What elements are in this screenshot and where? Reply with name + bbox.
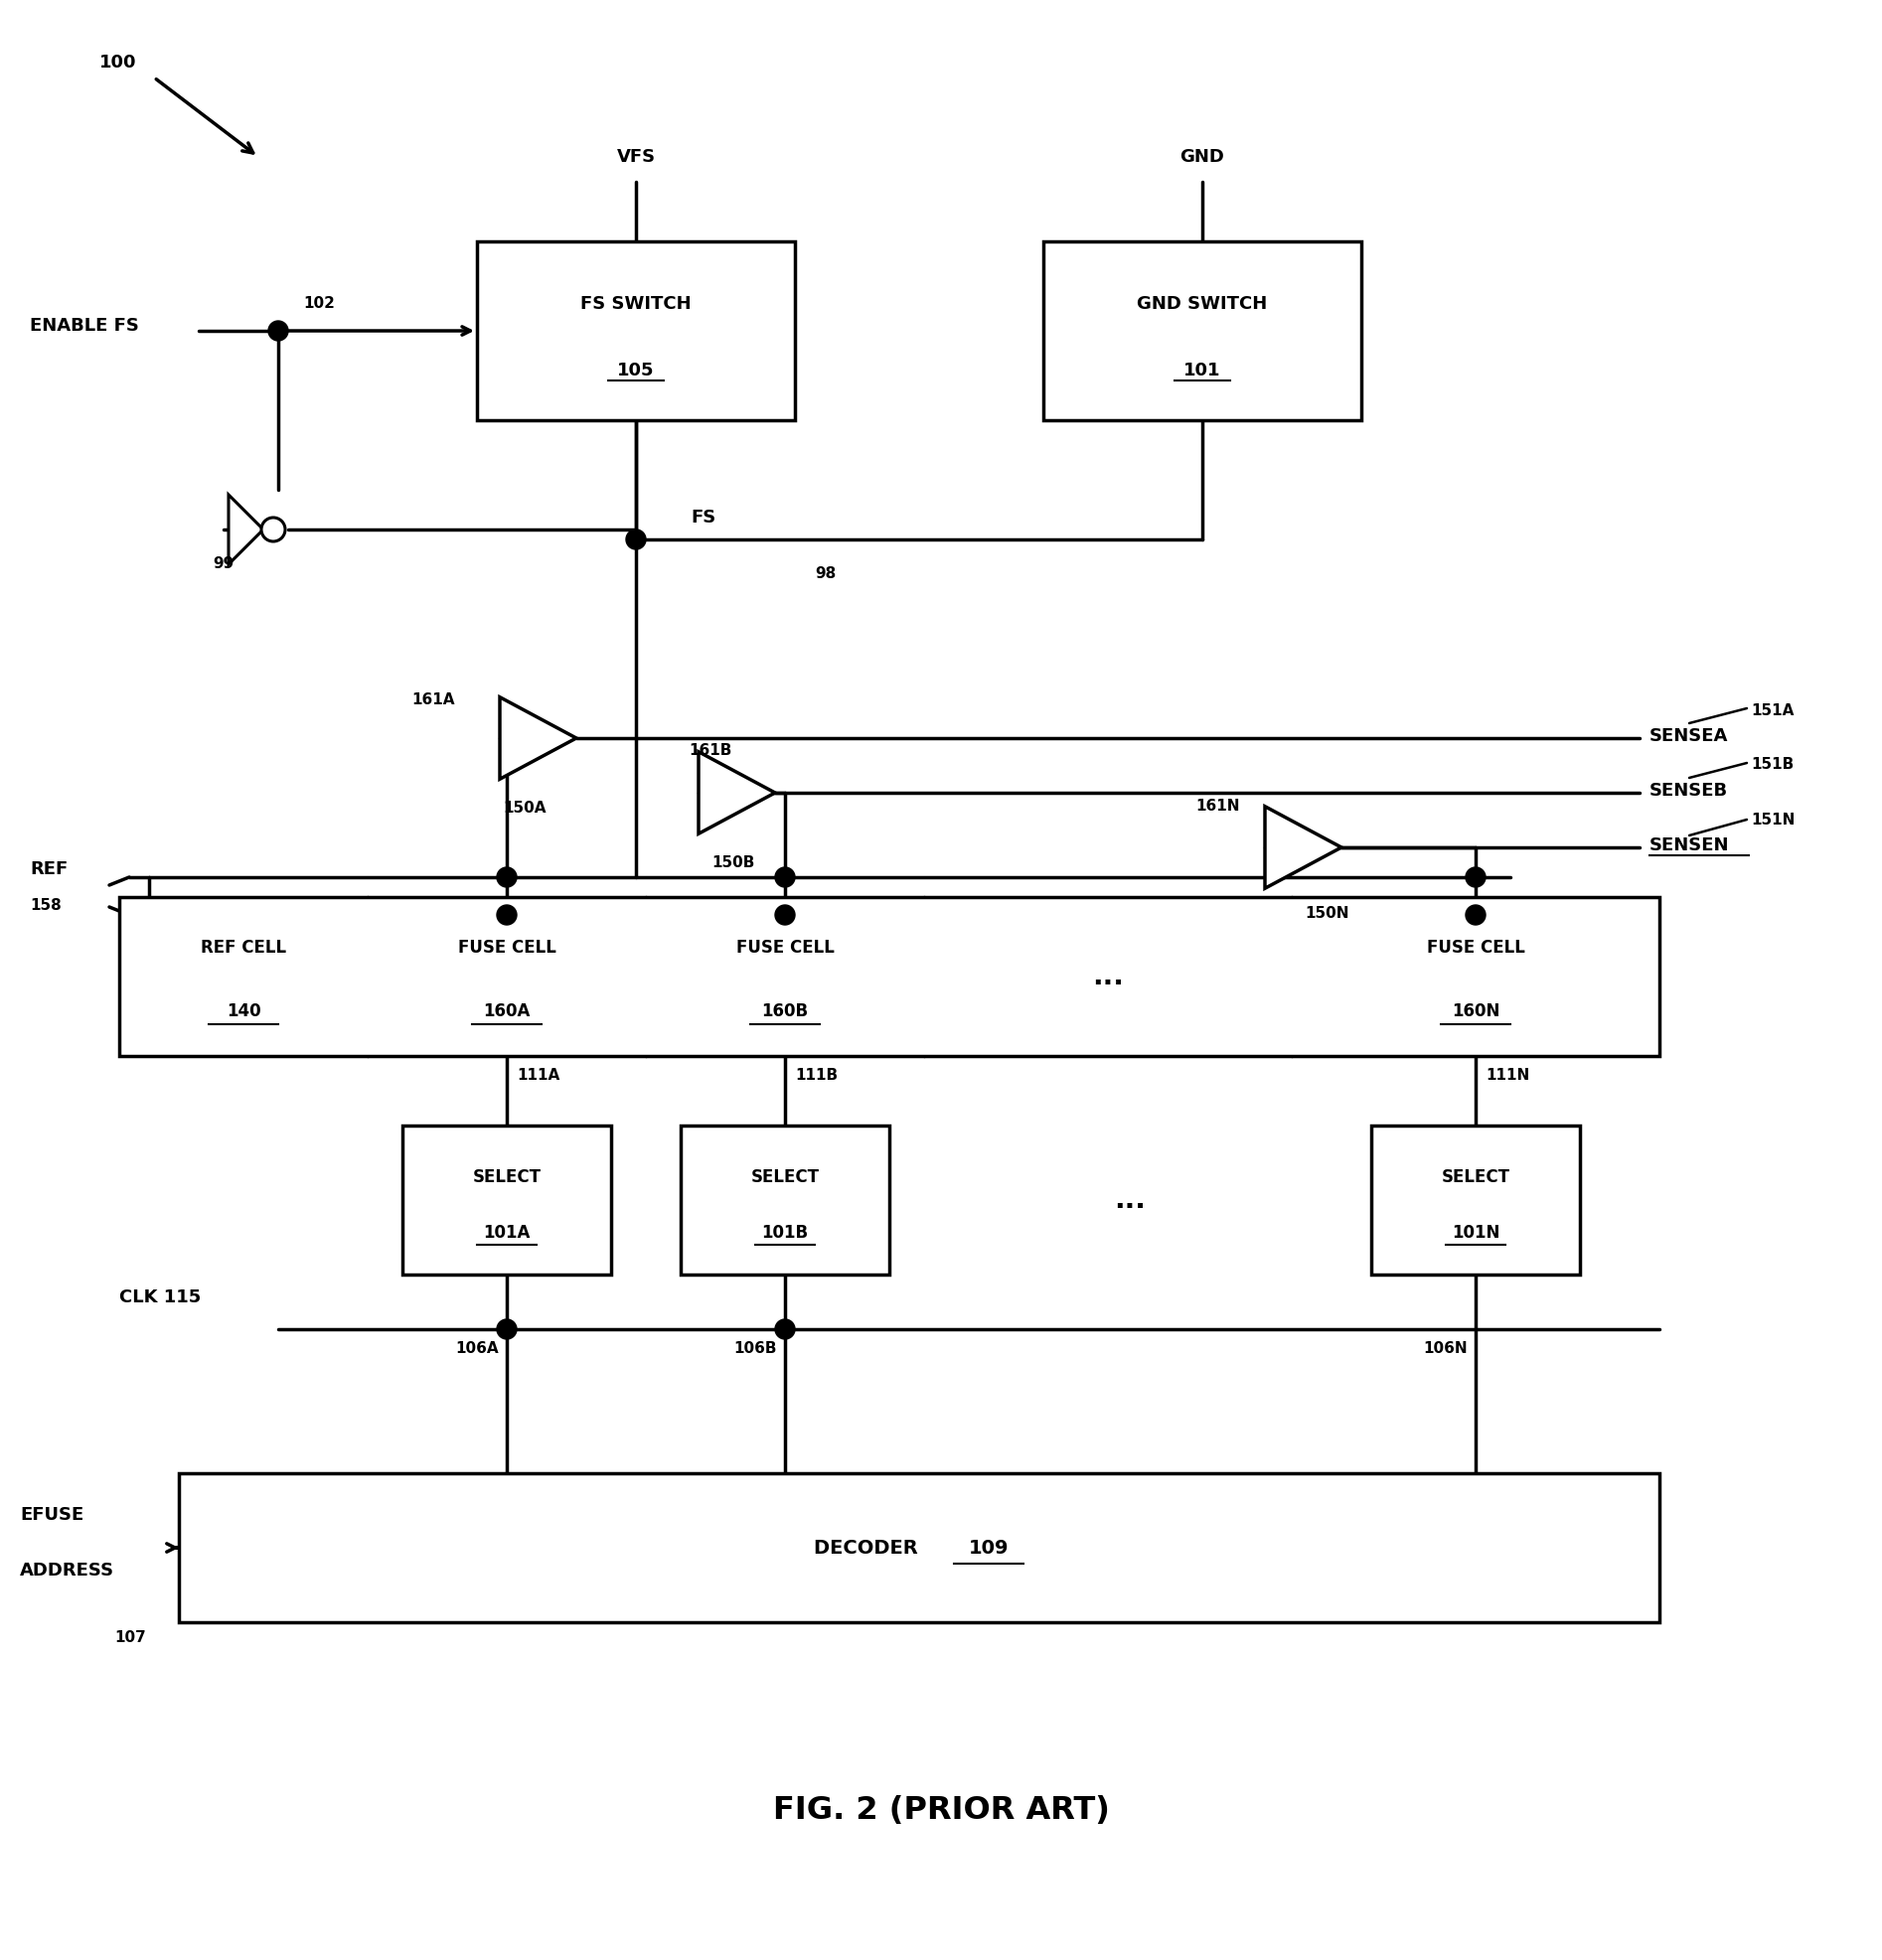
Bar: [1372, 1125, 1579, 1274]
Text: 150B: 150B: [711, 857, 755, 870]
Bar: [179, 1474, 1660, 1623]
Text: FS SWITCH: FS SWITCH: [580, 296, 691, 314]
Polygon shape: [698, 753, 775, 833]
Text: SELECT: SELECT: [472, 1168, 540, 1186]
Text: 161B: 161B: [689, 743, 732, 759]
Text: 151A: 151A: [1750, 704, 1794, 717]
Text: SENSEA: SENSEA: [1649, 727, 1728, 745]
Text: 151N: 151N: [1750, 811, 1795, 827]
Text: 101N: 101N: [1451, 1223, 1500, 1243]
Text: 158: 158: [30, 898, 62, 913]
Circle shape: [627, 529, 646, 549]
Text: 98: 98: [815, 566, 836, 582]
Text: ...: ...: [1114, 1186, 1146, 1213]
Text: 101: 101: [1184, 361, 1221, 378]
Circle shape: [1466, 866, 1485, 888]
Bar: [476, 241, 794, 419]
Text: 111B: 111B: [794, 1068, 837, 1082]
Text: 106A: 106A: [455, 1341, 499, 1356]
Polygon shape: [501, 698, 576, 778]
Text: 150A: 150A: [502, 802, 546, 815]
Polygon shape: [1265, 806, 1342, 888]
Circle shape: [262, 517, 286, 541]
Text: 100: 100: [100, 53, 137, 71]
Text: ADDRESS: ADDRESS: [21, 1562, 115, 1580]
Text: 107: 107: [115, 1631, 145, 1644]
Text: 101A: 101A: [484, 1223, 531, 1243]
Text: CLK 115: CLK 115: [119, 1288, 201, 1305]
Text: VFS: VFS: [617, 149, 655, 167]
Polygon shape: [228, 494, 263, 564]
Circle shape: [775, 1319, 794, 1339]
Text: 102: 102: [303, 296, 335, 310]
Text: 111N: 111N: [1485, 1068, 1530, 1082]
Circle shape: [497, 866, 518, 888]
Text: 151B: 151B: [1750, 757, 1794, 772]
Circle shape: [497, 906, 518, 925]
Text: REF: REF: [30, 860, 68, 878]
Bar: [1043, 241, 1361, 419]
Bar: [119, 898, 1660, 1056]
Text: 109: 109: [969, 1539, 1009, 1556]
Text: GND SWITCH: GND SWITCH: [1137, 296, 1268, 314]
Text: FUSE CELL: FUSE CELL: [1427, 939, 1524, 956]
Text: 111A: 111A: [518, 1068, 559, 1082]
Text: 160A: 160A: [484, 1004, 531, 1021]
Circle shape: [775, 906, 794, 925]
Text: 150N: 150N: [1304, 906, 1349, 921]
Text: FS: FS: [691, 510, 715, 527]
Text: 160N: 160N: [1451, 1004, 1500, 1021]
Bar: [681, 1125, 890, 1274]
Circle shape: [497, 1319, 518, 1339]
Text: DECODER: DECODER: [815, 1539, 924, 1556]
Text: SELECT: SELECT: [1442, 1168, 1509, 1186]
Text: FUSE CELL: FUSE CELL: [736, 939, 834, 956]
Text: 161N: 161N: [1195, 798, 1240, 813]
Text: 99: 99: [213, 557, 233, 572]
Circle shape: [269, 321, 288, 341]
Circle shape: [1466, 906, 1485, 925]
Text: FUSE CELL: FUSE CELL: [457, 939, 555, 956]
Text: ...: ...: [1092, 962, 1124, 990]
Text: 160B: 160B: [762, 1004, 809, 1021]
Text: 106B: 106B: [734, 1341, 777, 1356]
Text: REF CELL: REF CELL: [201, 939, 286, 956]
Text: 106N: 106N: [1423, 1341, 1468, 1356]
Text: SENSEN: SENSEN: [1649, 837, 1730, 855]
Text: FIG. 2 (PRIOR ART): FIG. 2 (PRIOR ART): [774, 1795, 1108, 1827]
Text: SENSEB: SENSEB: [1649, 782, 1728, 800]
Text: GND: GND: [1180, 149, 1225, 167]
Text: 140: 140: [226, 1004, 260, 1021]
Circle shape: [775, 866, 794, 888]
Text: 105: 105: [617, 361, 655, 378]
Text: 161A: 161A: [412, 694, 455, 708]
Bar: [403, 1125, 612, 1274]
Text: SELECT: SELECT: [751, 1168, 819, 1186]
Text: ENABLE FS: ENABLE FS: [30, 318, 139, 335]
Text: 101B: 101B: [762, 1223, 809, 1243]
Text: EFUSE: EFUSE: [21, 1505, 83, 1523]
